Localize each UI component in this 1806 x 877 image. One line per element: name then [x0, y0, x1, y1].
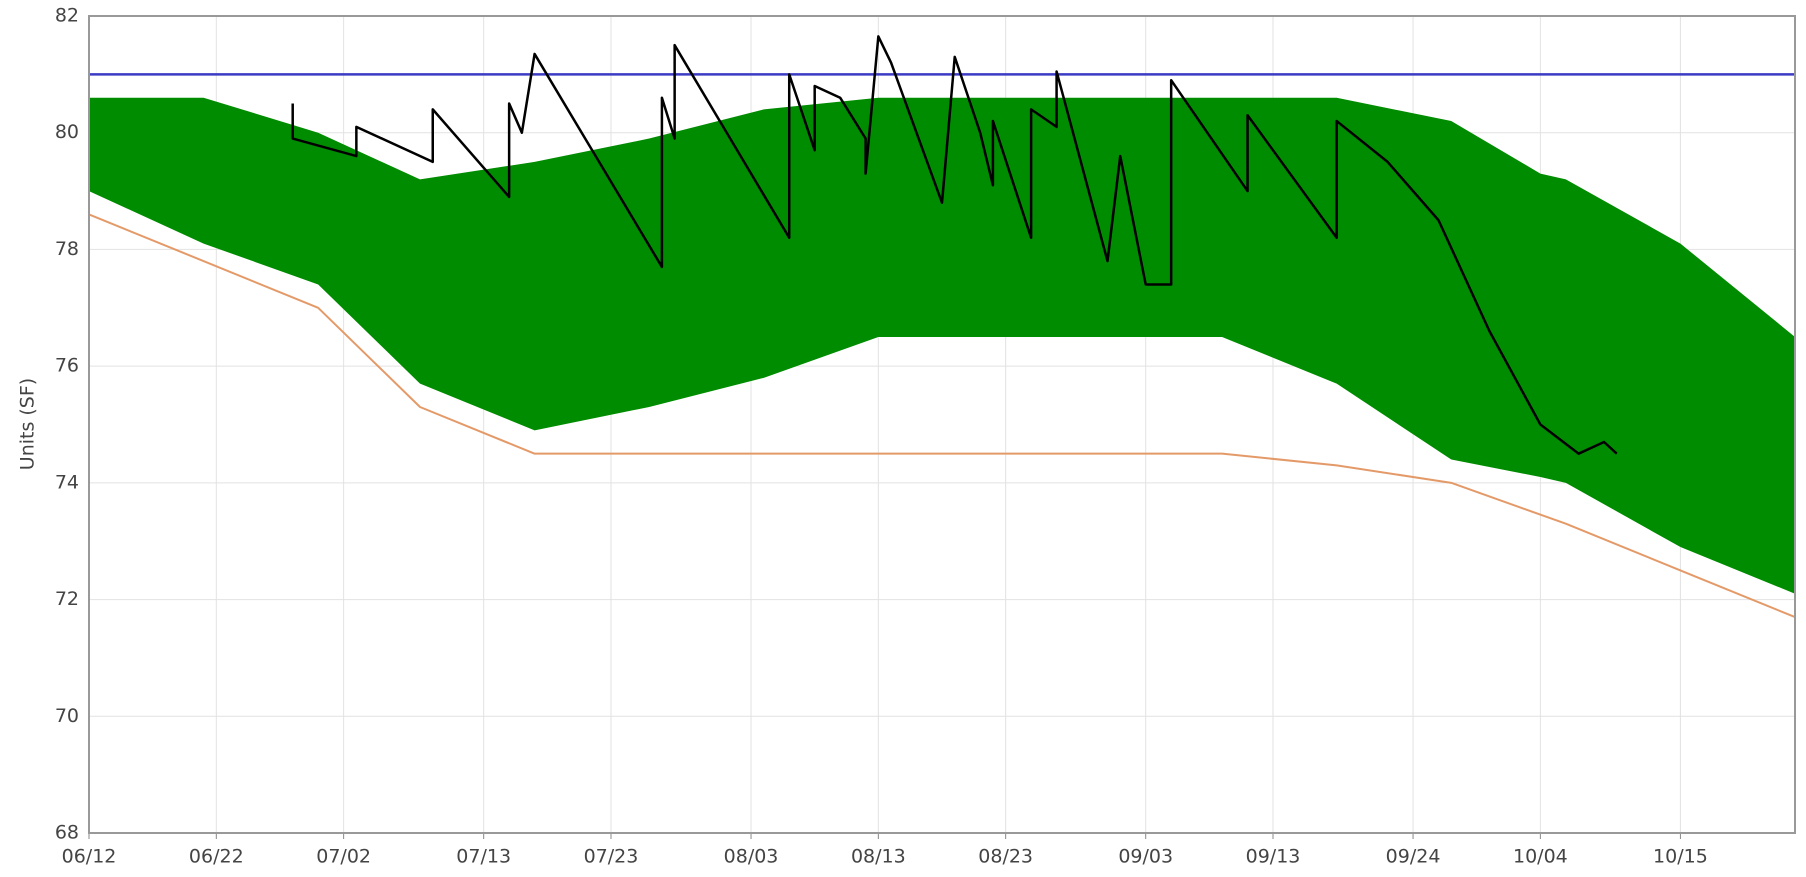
x-tick-label: 08/03 [724, 846, 779, 868]
y-tick-label: 68 [55, 822, 79, 844]
x-tick-label: 08/13 [851, 846, 906, 868]
x-tick-label: 07/13 [456, 846, 511, 868]
y-tick-label: 74 [55, 471, 79, 493]
y-tick-label: 82 [55, 5, 79, 27]
x-tick-label: 10/04 [1513, 846, 1568, 868]
x-tick-label: 09/13 [1246, 846, 1301, 868]
x-tick-label: 06/12 [62, 846, 117, 868]
y-tick-label: 70 [55, 705, 79, 727]
x-tick-label: 07/02 [316, 846, 371, 868]
x-tick-label: 09/03 [1118, 846, 1173, 868]
plot-border [88, 15, 1796, 834]
y-tick-label: 80 [55, 121, 79, 143]
y-axis-label: Units (SF) [17, 378, 39, 470]
range-band [89, 97, 1795, 594]
y-tick-label: 72 [55, 588, 79, 610]
y-tick-label: 78 [55, 238, 79, 260]
x-tick-label: 10/15 [1653, 846, 1708, 868]
line [88, 213, 1796, 619]
x-tick-label: 07/23 [584, 846, 639, 868]
x-tick-label: 09/24 [1386, 846, 1441, 868]
line [291, 35, 1618, 455]
y-tick-label: 76 [55, 355, 79, 377]
x-tick-label: 06/22 [189, 846, 244, 868]
x-tick-label: 08/23 [978, 846, 1033, 868]
